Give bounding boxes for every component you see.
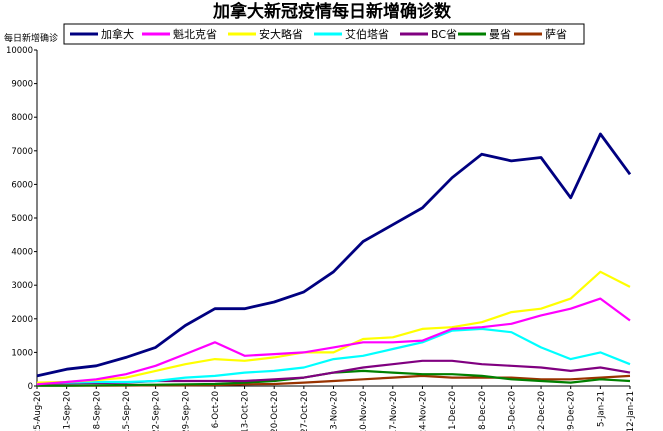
y-tick-label: 9000 [11,80,33,90]
y-tick-label: 1000 [11,348,33,358]
x-tick-label: 15-Dec-20 [507,391,517,431]
series-line-1 [36,132,632,378]
x-tick-label: 1-Dec-20 [448,391,458,430]
x-tick-label: 8-Dec-20 [478,391,488,430]
y-tick-label: 3000 [11,281,33,291]
x-tick-label: 8-Sep-20 [92,391,102,429]
x-tick-label: 13-Oct-20 [241,391,251,431]
x-tick-label: 25-Aug-20 [33,391,43,431]
y-tick-label: 2000 [11,315,33,325]
x-tick-label: 17-Nov-20 [389,391,399,431]
series-line-3 [36,270,631,384]
x-tick-label: 3-Nov-20 [330,391,340,430]
y-tick-label: 8000 [11,113,33,123]
series-line-2 [36,297,631,386]
series-layer [36,132,632,387]
x-tick-label: 5-Jan-21 [596,391,606,427]
x-tick-label: 6-Oct-20 [211,391,221,428]
legend-entry: 加拿大 [101,27,134,41]
x-tick-label: 12-Jan-21 [626,391,636,431]
x-tick-label: 20-Oct-20 [270,391,280,431]
x-tick-label: 29-Sep-20 [181,391,191,431]
legend-entry: 艾伯塔省 [345,27,389,41]
legend-entry: 曼省 [489,28,511,41]
legend: 加拿大 魁北克省 安大略省 艾伯塔省 BC省 曼省 萨省 [63,23,585,45]
x-tick-label: 1-Sep-20 [63,391,73,429]
legend-entry: 萨省 [545,28,567,41]
chart-title: 加拿大新冠疫情每日新增确诊数 [212,1,452,22]
y-tick-label: 4000 [11,248,33,258]
x-tick-label: 24-Nov-20 [418,391,428,431]
legend-entry: BC省 [431,28,457,41]
x-tick-label: 27-Oct-20 [300,391,310,431]
x-tick-label: 22-Dec-20 [537,391,547,431]
y-tick-label: 10000 [6,46,33,56]
x-tick-label: 10-Nov-20 [359,391,369,431]
y-tick-label: 6000 [11,180,33,190]
x-tick-label: 15-Sep-20 [122,391,132,431]
legend-entry: 魁北克省 [173,27,217,41]
y-tick-label: 5000 [11,214,33,224]
y-tick-label: 0 [28,382,33,392]
x-tick-label: 22-Sep-20 [152,391,162,431]
y-tick-label: 7000 [11,147,33,157]
x-tick-label: 29-Dec-20 [567,391,577,431]
axes: 0 1000 2000 3000 4000 5000 6000 7000 8000 9000 100… [6,46,636,431]
y-axis-label: 每日新增确诊 [4,32,58,44]
legend-entry: 安大略省 [259,27,303,41]
series-line-4 [37,327,631,384]
